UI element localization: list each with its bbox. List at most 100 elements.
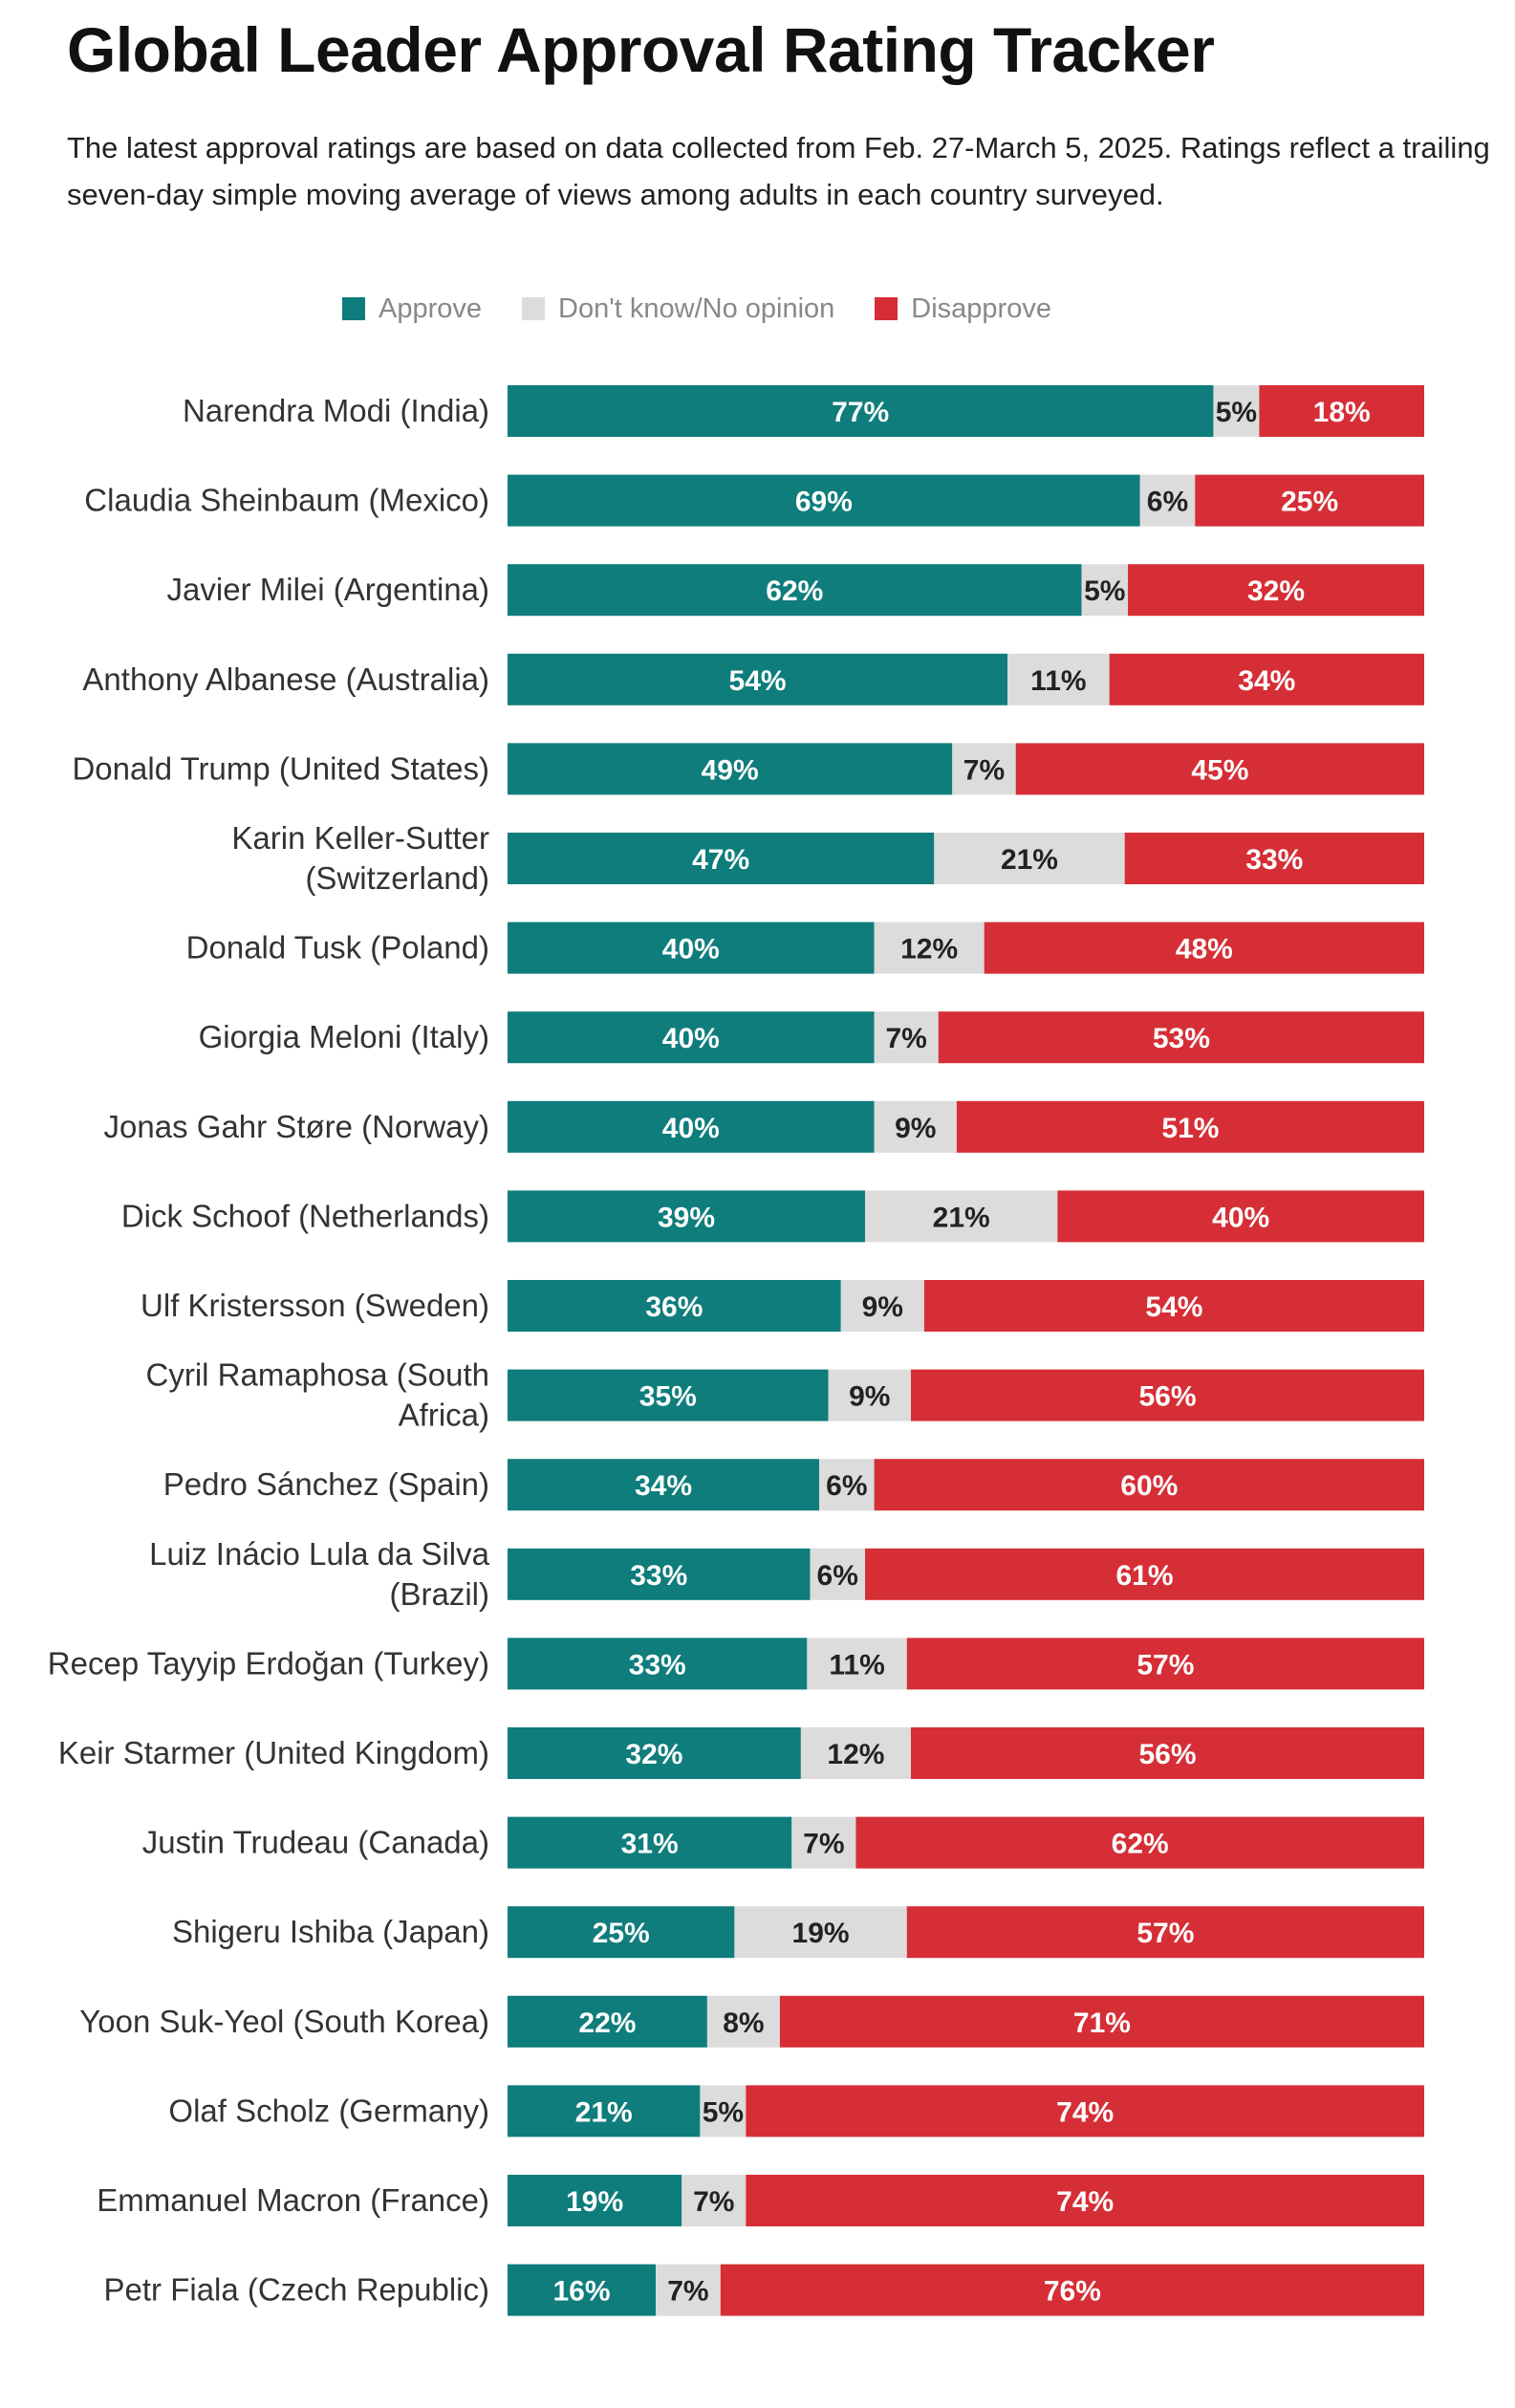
bar-segment-don-t-know-no-opinion-donald-trump-united-states xyxy=(952,743,1016,795)
legend-item-disapprove: Disapprove xyxy=(875,293,1051,325)
data-label-disapprove-giorgia-meloni-italy: 53% xyxy=(1153,1023,1210,1054)
data-label-disapprove-petr-fiala-czech-republic: 76% xyxy=(1044,2276,1101,2308)
data-label-approve-jonas-gahr-st-re-norway: 40% xyxy=(662,1113,720,1144)
data-label-disapprove-donald-trump-united-states: 45% xyxy=(1191,754,1248,786)
row-label-line: Anthony Albanese (Australia) xyxy=(82,662,489,697)
legend-swatch-no-opinion xyxy=(522,297,546,320)
data-label-don-t-know-no-opinion-ulf-kristersson-sweden: 9% xyxy=(862,1291,903,1323)
bar-segment-approve-yoon-suk-yeol-south-korea xyxy=(508,1995,707,2048)
row-label-line: Ulf Kristersson (Sweden) xyxy=(141,1288,489,1323)
row-label-line: Petr Fiala (Czech Republic) xyxy=(104,2272,489,2308)
bar-segment-disapprove-recep-tayyip-erdo-an-turkey xyxy=(906,1638,1424,1690)
bar-segment-disapprove-petr-fiala-czech-republic xyxy=(720,2264,1424,2316)
row-label-line: Donald Tusk (Poland) xyxy=(186,930,489,965)
data-label-don-t-know-no-opinion-cyril-ramaphosa-south-africa: 9% xyxy=(849,1381,890,1413)
data-label-approve-olaf-scholz-germany: 21% xyxy=(575,2096,633,2128)
bar-segment-don-t-know-no-opinion-shigeru-ishiba-japan xyxy=(734,1906,907,1959)
data-label-disapprove-keir-starmer-united-kingdom: 56% xyxy=(1138,1739,1196,1770)
data-label-disapprove-cyril-ramaphosa-south-africa: 56% xyxy=(1138,1381,1196,1413)
bar-segment-don-t-know-no-opinion-karin-keller-sutter-switzerland xyxy=(934,833,1125,884)
legend-swatch-disapprove xyxy=(875,297,898,320)
bar-segment-don-t-know-no-opinion-recep-tayyip-erdo-an-turkey xyxy=(807,1638,907,1690)
data-label-approve-donald-tusk-poland: 40% xyxy=(662,934,720,965)
bar-segment-don-t-know-no-opinion-justin-trudeau-canada xyxy=(791,1816,856,1869)
bar-segment-approve-shigeru-ishiba-japan xyxy=(508,1906,735,1959)
data-label-approve-donald-trump-united-states: 49% xyxy=(702,754,759,786)
bar-segment-don-t-know-no-opinion-yoon-suk-yeol-south-korea xyxy=(706,1995,780,2048)
bar-segment-disapprove-giorgia-meloni-italy xyxy=(938,1011,1424,1064)
legend-item-no-opinion: Don't know/No opinion xyxy=(522,293,834,325)
row-label-shigeru-ishiba-japan: Shigeru Ishiba (Japan) xyxy=(172,1914,489,1949)
legend-item-approve: Approve xyxy=(342,293,482,325)
bar-segment-approve-karin-keller-sutter-switzerland xyxy=(508,833,935,884)
row-label-dick-schoof-netherlands: Dick Schoof (Netherlands) xyxy=(121,1198,489,1233)
data-label-don-t-know-no-opinion-petr-fiala-czech-republic: 7% xyxy=(667,2276,708,2308)
bar-segment-disapprove-shigeru-ishiba-japan xyxy=(906,1906,1424,1959)
legend-label-disapprove: Disapprove xyxy=(911,293,1051,324)
row-label-narendra-modi-india: Narendra Modi (India) xyxy=(183,393,489,428)
data-label-approve-justin-trudeau-canada: 31% xyxy=(621,1829,679,1860)
row-label-emmanuel-macron-france: Emmanuel Macron (France) xyxy=(97,2182,489,2218)
data-label-don-t-know-no-opinion-donald-tusk-poland: 12% xyxy=(900,934,958,965)
data-label-approve-anthony-albanese-australia: 54% xyxy=(729,665,787,697)
bar-segment-don-t-know-no-opinion-dick-schoof-netherlands xyxy=(865,1190,1058,1243)
bar-segment-approve-jonas-gahr-st-re-norway xyxy=(508,1100,875,1153)
bar-segment-don-t-know-no-opinion-narendra-modi-india xyxy=(1213,385,1260,437)
bar-segment-disapprove-pedro-s-nchez-spain xyxy=(874,1459,1424,1511)
row-label-line: Cyril Ramaphosa (South xyxy=(146,1357,490,1393)
data-label-don-t-know-no-opinion-donald-trump-united-states: 7% xyxy=(963,754,1005,786)
row-label-ulf-kristersson-sweden: Ulf Kristersson (Sweden) xyxy=(141,1288,489,1323)
bar-segment-approve-keir-starmer-united-kingdom xyxy=(508,1727,801,1779)
bar-segment-disapprove-claudia-sheinbaum-mexico xyxy=(1195,474,1424,527)
data-label-approve-shigeru-ishiba-japan: 25% xyxy=(593,1918,650,1949)
chart-title: Global Leader Approval Rating Tracker xyxy=(67,14,1215,85)
row-label-justin-trudeau-canada: Justin Trudeau (Canada) xyxy=(142,1825,489,1860)
bar-segment-disapprove-narendra-modi-india xyxy=(1259,385,1424,437)
bar-segment-disapprove-dick-schoof-netherlands xyxy=(1057,1190,1424,1243)
data-label-approve-dick-schoof-netherlands: 39% xyxy=(658,1202,715,1233)
data-label-don-t-know-no-opinion-olaf-scholz-germany: 5% xyxy=(703,2096,744,2128)
bar-segment-approve-olaf-scholz-germany xyxy=(508,2085,701,2137)
data-label-don-t-know-no-opinion-pedro-s-nchez-spain: 6% xyxy=(826,1470,867,1502)
bar-segment-approve-emmanuel-macron-france xyxy=(508,2175,682,2226)
row-label-line: Jonas Gahr Støre (Norway) xyxy=(104,1109,489,1144)
data-label-approve-luiz-in-cio-lula-da-silva-brazil: 33% xyxy=(630,1560,687,1592)
bar-segment-approve-giorgia-meloni-italy xyxy=(508,1011,875,1064)
bar-segment-approve-javier-milei-argentina xyxy=(508,564,1082,617)
row-label-line: Narendra Modi (India) xyxy=(183,393,489,428)
bar-segment-don-t-know-no-opinion-javier-milei-argentina xyxy=(1081,564,1129,617)
data-label-disapprove-justin-trudeau-canada: 62% xyxy=(1112,1829,1169,1860)
bar-segment-approve-ulf-kristersson-sweden xyxy=(508,1280,841,1332)
data-label-don-t-know-no-opinion-keir-starmer-united-kingdom: 12% xyxy=(827,1739,884,1770)
data-label-don-t-know-no-opinion-emmanuel-macron-france: 7% xyxy=(693,2186,734,2218)
bar-segment-disapprove-javier-milei-argentina xyxy=(1128,564,1424,617)
bar-segment-disapprove-yoon-suk-yeol-south-korea xyxy=(779,1995,1424,2048)
data-label-approve-recep-tayyip-erdo-an-turkey: 33% xyxy=(629,1649,686,1681)
bar-segment-don-t-know-no-opinion-emmanuel-macron-france xyxy=(682,2175,747,2226)
row-label-line: Donald Trump (United States) xyxy=(72,750,489,786)
row-label-line: Giorgia Meloni (Italy) xyxy=(199,1019,489,1054)
bar-segment-disapprove-olaf-scholz-germany xyxy=(746,2085,1424,2137)
bar-segment-don-t-know-no-opinion-pedro-s-nchez-spain xyxy=(819,1459,875,1511)
data-label-approve-giorgia-meloni-italy: 40% xyxy=(662,1023,720,1054)
row-label-cyril-ramaphosa-south-africa: Cyril Ramaphosa (South Africa) xyxy=(146,1357,490,1433)
row-label-line: Olaf Scholz (Germany) xyxy=(168,2093,489,2128)
bar-segment-disapprove-ulf-kristersson-sweden xyxy=(923,1280,1424,1332)
bar-segment-approve-anthony-albanese-australia xyxy=(508,653,1008,705)
row-label-javier-milei-argentina: Javier Milei (Argentina) xyxy=(167,572,489,607)
data-label-don-t-know-no-opinion-shigeru-ishiba-japan: 19% xyxy=(792,1918,850,1949)
data-label-approve-yoon-suk-yeol-south-korea: 22% xyxy=(578,2007,636,2039)
row-label-line: Claudia Sheinbaum (Mexico) xyxy=(84,483,489,518)
row-label-line: Emmanuel Macron (France) xyxy=(97,2182,489,2218)
data-label-approve-narendra-modi-india: 77% xyxy=(832,397,889,428)
legend-label-approve: Approve xyxy=(379,293,483,324)
row-label-line: Yoon Suk-Yeol (South Korea) xyxy=(79,2004,489,2039)
data-label-don-t-know-no-opinion-jonas-gahr-st-re-norway: 9% xyxy=(895,1113,936,1144)
data-label-disapprove-narendra-modi-india: 18% xyxy=(1313,397,1371,428)
row-label-anthony-albanese-australia: Anthony Albanese (Australia) xyxy=(82,662,489,697)
row-label-karin-keller-sutter-switzerland: Karin Keller-Sutter (Switzerland) xyxy=(231,820,489,896)
data-label-disapprove-claudia-sheinbaum-mexico: 25% xyxy=(1281,487,1338,518)
row-label-pedro-s-nchez-spain: Pedro Sánchez (Spain) xyxy=(163,1466,489,1502)
data-label-approve-keir-starmer-united-kingdom: 32% xyxy=(625,1739,682,1770)
row-label-giorgia-meloni-italy: Giorgia Meloni (Italy) xyxy=(199,1019,489,1054)
